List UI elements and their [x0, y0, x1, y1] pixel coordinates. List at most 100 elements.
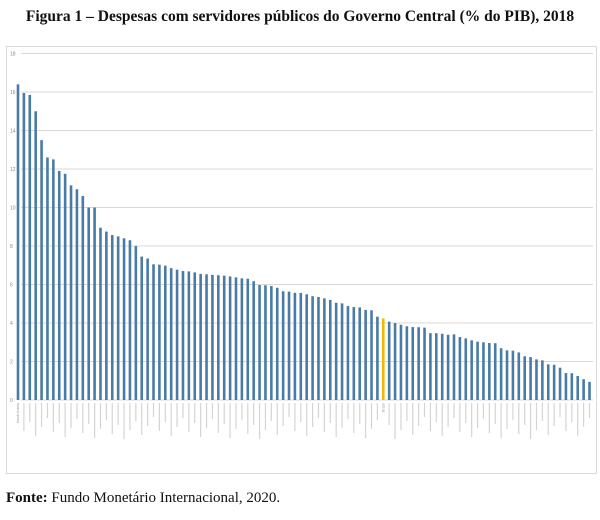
bar: [264, 285, 267, 400]
bar: [275, 287, 279, 400]
bar: [552, 364, 556, 400]
bar: [69, 185, 73, 400]
chart-frame: 0 2 4 6 8 10 12 14 16 18 Saudi Arabia Brazil: [6, 46, 597, 474]
bar: [93, 207, 96, 400]
bar: [364, 309, 367, 400]
bar: [370, 310, 373, 400]
bar: [175, 269, 179, 400]
bar-highlighted: [381, 318, 385, 400]
bar: [558, 367, 562, 400]
y-tick-label: 16: [10, 90, 16, 96]
gridlines: [21, 53, 593, 401]
bar: [134, 246, 138, 400]
bar: [452, 334, 456, 400]
bar: [464, 338, 468, 400]
bar: [222, 275, 226, 400]
bar: [334, 302, 338, 400]
bar: [252, 281, 255, 400]
bar: [493, 343, 497, 400]
bar: [46, 157, 49, 400]
source-text: Fundo Monetário Internacional, 2020.: [47, 490, 281, 506]
y-tick-label: 6: [10, 282, 13, 288]
bar: [317, 297, 320, 400]
bar: [128, 240, 132, 400]
bar: [270, 286, 273, 400]
bar: [281, 291, 285, 400]
bar: [217, 275, 220, 400]
bar: [146, 258, 149, 400]
bar: [505, 350, 509, 400]
bar: [169, 268, 173, 400]
bar: [187, 271, 191, 400]
bar: [16, 84, 20, 401]
bar: [234, 277, 238, 400]
x-tick-label: Brazil: [381, 403, 385, 412]
bar: [535, 359, 538, 400]
bar: [546, 364, 550, 400]
bar: [163, 265, 167, 400]
y-tick-label: 10: [10, 205, 16, 211]
bar: [529, 357, 532, 400]
bar: [340, 303, 344, 400]
bar: [211, 274, 214, 401]
bar: [40, 140, 43, 401]
bar: [28, 94, 32, 400]
bar: [199, 273, 202, 400]
bar: [193, 272, 197, 400]
bar-chart: 0 2 4 6 8 10 12 14 16 18 Saudi Arabia Brazil: [10, 51, 593, 439]
bar: [140, 256, 144, 400]
figure-source: Fonte: Fundo Monetário Internacional, 20…: [6, 490, 280, 507]
figure-title: Figura 1 – Despesas com servidores públi…: [25, 8, 575, 25]
bars: [16, 84, 591, 401]
bar: [240, 278, 244, 400]
bar: [205, 274, 208, 400]
bar: [87, 207, 90, 400]
bar: [458, 337, 462, 400]
bar: [293, 292, 297, 400]
y-tick-label: 14: [10, 128, 16, 134]
bar: [22, 92, 26, 401]
y-tick-label: 2: [10, 359, 13, 365]
bar: [429, 333, 432, 400]
bar: [446, 334, 450, 400]
y-tick-label: 18: [10, 51, 16, 57]
bar: [57, 170, 61, 400]
bar: [405, 326, 409, 400]
x-axis-labels: Saudi Arabia Brazil: [16, 403, 591, 439]
bar: [52, 159, 55, 401]
bar: [376, 316, 379, 400]
y-tick-label: 4: [10, 321, 13, 327]
bar: [287, 291, 291, 400]
y-axis-ticks: 0 2 4 6 8 10 12 14 16 18: [10, 51, 16, 404]
bar: [352, 307, 356, 400]
bar: [570, 373, 574, 400]
bar: [110, 235, 114, 400]
bar: [258, 285, 261, 400]
bar: [299, 292, 303, 400]
bar: [440, 333, 444, 400]
bar: [423, 327, 426, 400]
bar: [34, 111, 37, 400]
bar: [116, 236, 120, 401]
bar: [246, 278, 250, 400]
bar: [122, 238, 126, 400]
bar: [105, 231, 108, 400]
bar: [181, 271, 185, 400]
bar: [311, 296, 314, 400]
bar: [435, 333, 438, 400]
bar: [75, 189, 79, 400]
bar: [476, 341, 479, 400]
bar: [399, 324, 403, 400]
x-tick-label: Saudi Arabia: [16, 403, 20, 423]
bar: [523, 356, 526, 400]
bar: [393, 323, 397, 400]
bar: [323, 298, 326, 400]
bar: [158, 264, 161, 400]
bar: [488, 343, 491, 400]
bar: [411, 327, 415, 400]
y-tick-label: 0: [10, 398, 13, 404]
y-tick-label: 8: [10, 244, 13, 250]
bar: [511, 350, 515, 400]
bar: [517, 352, 521, 400]
bar: [564, 373, 568, 400]
